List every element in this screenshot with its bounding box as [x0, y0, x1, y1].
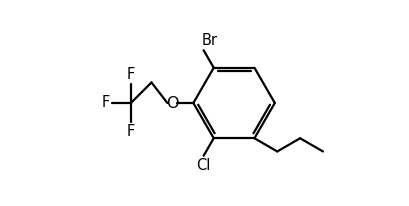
Text: Cl: Cl: [196, 158, 210, 173]
Text: F: F: [126, 124, 135, 139]
Text: F: F: [101, 96, 110, 110]
Text: F: F: [126, 67, 135, 82]
Text: O: O: [165, 96, 178, 110]
Text: Br: Br: [201, 33, 217, 48]
